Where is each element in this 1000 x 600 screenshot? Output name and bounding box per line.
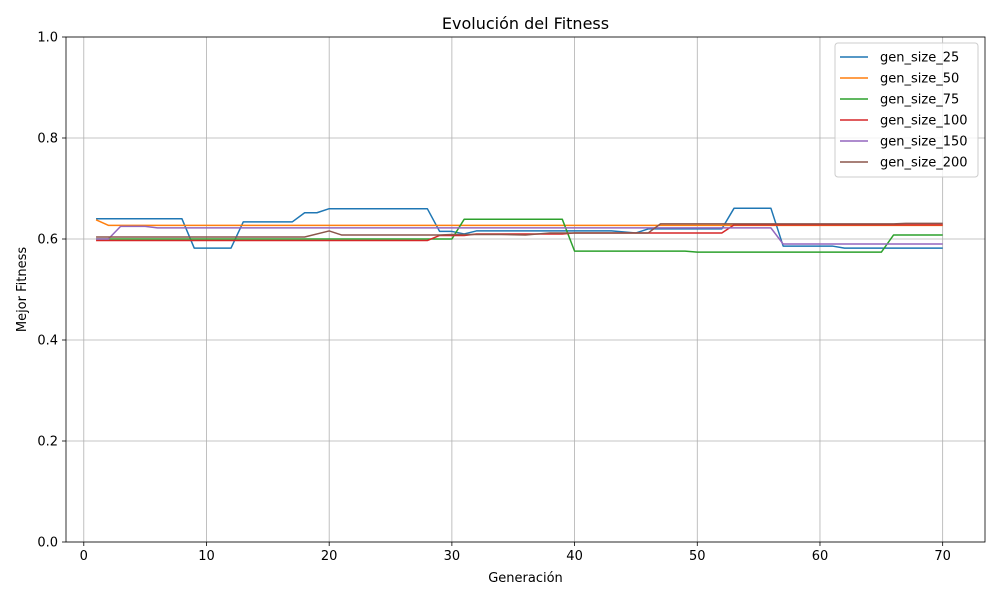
x-tick-label: 0 bbox=[80, 549, 88, 564]
y-tick-label: 1.0 bbox=[37, 31, 58, 46]
x-axis-label: Generación bbox=[488, 571, 563, 586]
y-axis-label: Mejor Fitness bbox=[15, 247, 30, 333]
legend-label-gen-size-25: gen_size_25 bbox=[880, 51, 959, 66]
x-axis: 0 10 20 30 40 50 60 70 bbox=[80, 542, 951, 564]
x-tick-label: 10 bbox=[198, 549, 215, 564]
legend-label-gen-size-200: gen_size_200 bbox=[880, 156, 968, 171]
series-line-gen-size-150 bbox=[96, 225, 943, 245]
series-line-gen-size-50 bbox=[95, 219, 943, 227]
x-tick-label: 20 bbox=[321, 549, 338, 564]
y-tick-label: 0.4 bbox=[37, 334, 58, 349]
axes-frame bbox=[65, 36, 986, 543]
legend-label-gen-size-100: gen_size_100 bbox=[880, 114, 968, 129]
x-tick-label: 70 bbox=[934, 549, 951, 564]
y-axis: 0.0 0.2 0.4 0.6 0.8 1.0 bbox=[37, 31, 66, 551]
y-tick-label: 0.8 bbox=[37, 132, 58, 147]
y-tick-label: 0.0 bbox=[37, 536, 58, 551]
legend-label-gen-size-150: gen_size_150 bbox=[880, 135, 968, 150]
legend: gen_size_25 gen_size_50 gen_size_75 gen_siz… bbox=[834, 42, 979, 178]
x-tick-label: 50 bbox=[689, 549, 706, 564]
series-line-gen-size-200 bbox=[96, 222, 943, 238]
x-tick-label: 40 bbox=[566, 549, 583, 564]
legend-label-gen-size-50: gen_size_50 bbox=[880, 72, 959, 87]
legend-label-gen-size-75: gen_size_75 bbox=[880, 93, 959, 108]
legend-box bbox=[834, 42, 979, 178]
y-tick-label: 0.2 bbox=[37, 435, 58, 450]
series-layer bbox=[95, 207, 943, 253]
chart-title: Evolución del Fitness bbox=[442, 14, 609, 33]
x-tick-label: 30 bbox=[444, 549, 461, 564]
x-tick-label: 60 bbox=[812, 549, 829, 564]
y-tick-label: 0.6 bbox=[37, 233, 58, 248]
